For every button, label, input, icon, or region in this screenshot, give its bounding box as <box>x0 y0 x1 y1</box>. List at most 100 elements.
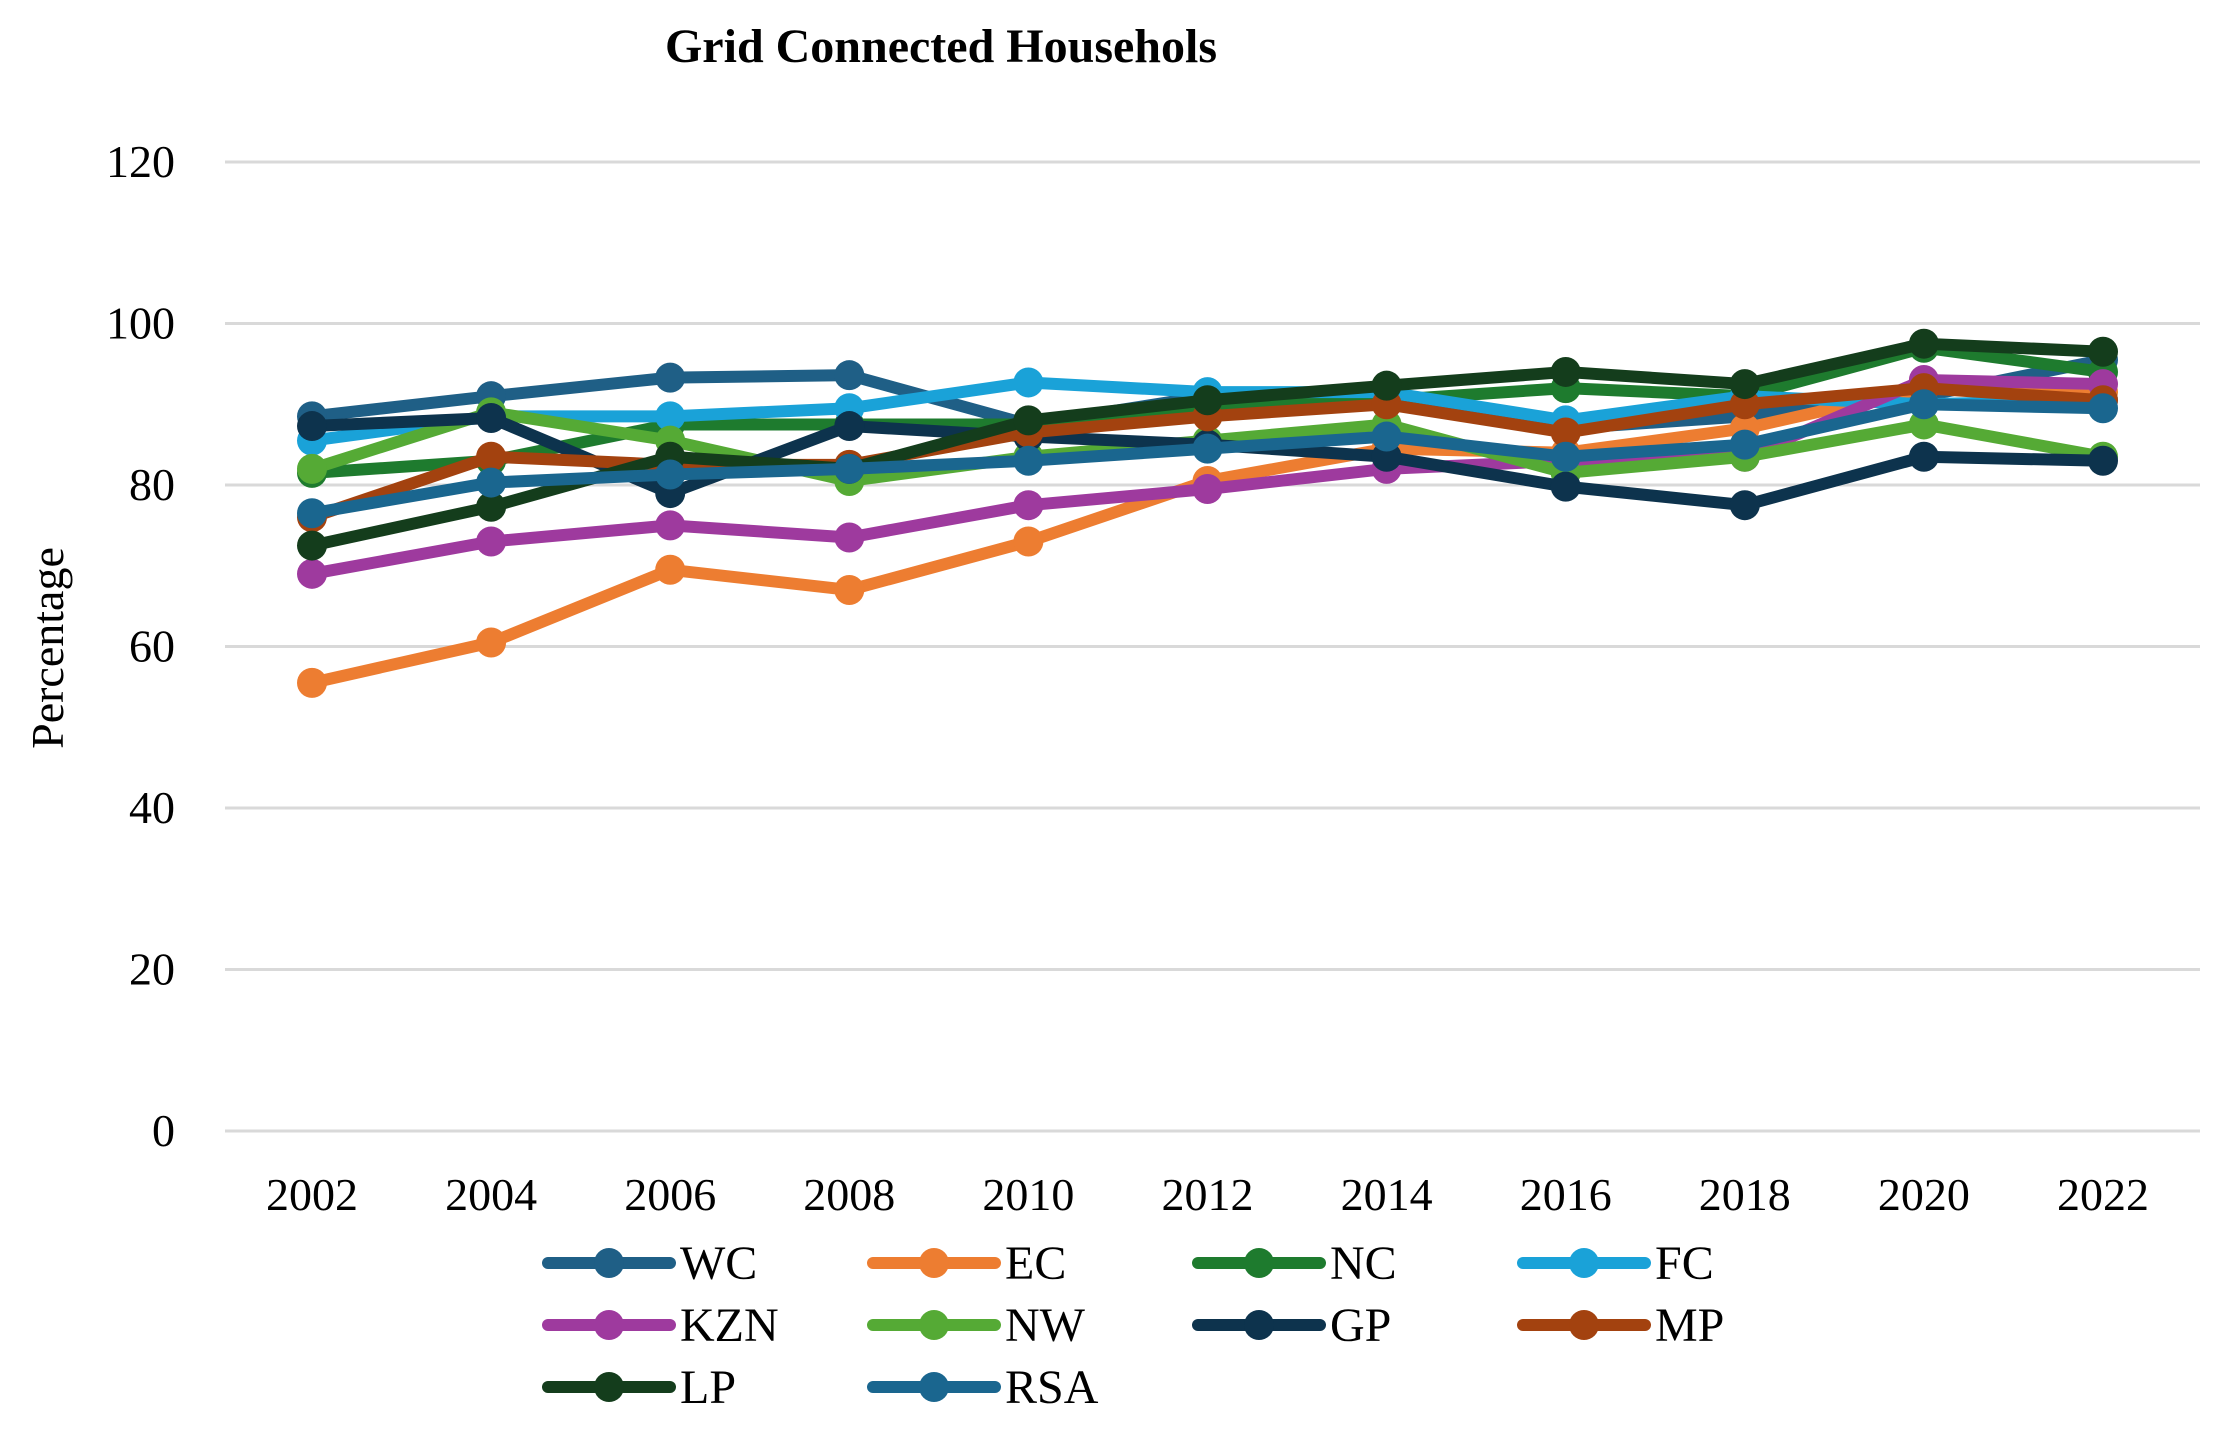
x-tick-label: 2006 <box>624 1169 716 1220</box>
legend-swatch-marker <box>1569 1310 1599 1340</box>
legend-item-nw: NW <box>867 1299 1086 1352</box>
data-point-fc <box>655 401 686 432</box>
legend-label: MP <box>1655 1299 1724 1352</box>
legend-item-wc: WC <box>542 1237 757 1290</box>
data-point-lp <box>1013 405 1044 436</box>
legend-label: FC <box>1655 1237 1714 1290</box>
legend-swatch-marker <box>1244 1248 1274 1278</box>
gridlines <box>225 160 2200 1133</box>
x-tick-label: 2022 <box>2057 1169 2149 1220</box>
data-point-lp <box>1908 328 1939 359</box>
legend-item-kzn: KZN <box>542 1299 779 1352</box>
legend: WC EC NC FC KZN NW GP MP LP RSA <box>542 1237 1724 1414</box>
legend-label: WC <box>680 1237 757 1290</box>
x-tick-label: 2008 <box>803 1169 895 1220</box>
data-point-gp <box>834 411 865 442</box>
legend-label: GP <box>1330 1299 1391 1352</box>
legend-swatch-marker <box>594 1372 624 1402</box>
legend-swatch-marker <box>919 1248 949 1278</box>
y-tick-label: 60 <box>129 621 175 672</box>
data-point-gp <box>297 411 327 442</box>
y-tick-label: 40 <box>129 782 175 833</box>
data-point-ec <box>476 627 507 658</box>
data-point-rsa <box>1729 429 1760 460</box>
data-point-ec <box>834 574 865 605</box>
y-axis-label: Percentage <box>22 547 73 749</box>
y-tick-label: 120 <box>106 136 175 187</box>
x-tick-label: 2016 <box>1520 1169 1612 1220</box>
data-point-kzn <box>297 558 327 589</box>
data-point-fc <box>1013 367 1044 398</box>
y-axis-ticks: 0 20 40 60 80 100 120 <box>106 136 175 1156</box>
data-point-ec <box>1013 526 1044 557</box>
data-point-lp <box>297 530 327 561</box>
data-point-rsa <box>834 453 865 484</box>
legend-item-lp: LP <box>542 1361 736 1414</box>
x-tick-label: 2012 <box>1162 1169 1254 1220</box>
x-tick-label: 2004 <box>445 1169 537 1220</box>
data-point-rsa <box>476 467 507 498</box>
x-tick-label: 2014 <box>1341 1169 1433 1220</box>
y-tick-label: 0 <box>152 1105 175 1156</box>
data-point-gp <box>1550 471 1581 502</box>
data-point-rsa <box>1371 421 1402 452</box>
data-point-lp <box>476 491 507 522</box>
data-point-wc <box>655 362 686 393</box>
data-point-nw <box>297 453 327 484</box>
y-tick-label: 100 <box>106 298 175 349</box>
data-point-mp <box>1550 417 1581 448</box>
x-tick-label: 2002 <box>266 1169 358 1220</box>
x-tick-label: 2020 <box>1878 1169 1970 1220</box>
data-point-kzn <box>1192 474 1223 505</box>
series-lines <box>297 328 2118 698</box>
legend-label: RSA <box>1005 1361 1099 1414</box>
data-point-gp <box>2088 445 2118 476</box>
y-tick-label: 20 <box>129 944 175 995</box>
data-point-kzn <box>834 522 865 553</box>
data-point-kzn <box>476 526 507 557</box>
data-point-lp <box>2088 336 2118 367</box>
data-point-wc <box>834 360 865 391</box>
chart-title: Grid Connected Househols <box>665 20 1217 73</box>
legend-label: KZN <box>680 1299 779 1352</box>
data-point-kzn <box>1013 490 1044 521</box>
data-point-gp <box>476 402 507 433</box>
data-point-rsa <box>1192 433 1223 464</box>
legend-swatch-marker <box>594 1310 624 1340</box>
data-point-rsa <box>1550 441 1581 472</box>
legend-swatch-marker <box>919 1372 949 1402</box>
data-point-ec <box>655 554 686 585</box>
data-point-gp <box>1729 490 1760 521</box>
data-point-rsa <box>2088 393 2118 424</box>
data-point-lp <box>1371 370 1402 401</box>
legend-item-gp: GP <box>1192 1299 1391 1352</box>
data-point-rsa <box>655 459 686 490</box>
legend-item-fc: FC <box>1517 1237 1714 1290</box>
data-point-gp <box>1908 441 1939 472</box>
data-point-kzn <box>655 510 686 541</box>
legend-label: NW <box>1005 1299 1086 1352</box>
data-point-lp <box>1192 385 1223 416</box>
legend-label: NC <box>1330 1237 1397 1290</box>
legend-swatch-marker <box>1244 1310 1274 1340</box>
data-point-rsa <box>297 498 327 529</box>
x-tick-label: 2018 <box>1699 1169 1791 1220</box>
legend-swatch-marker <box>594 1248 624 1278</box>
legend-item-ec: EC <box>867 1237 1066 1290</box>
legend-swatch-marker <box>1569 1248 1599 1278</box>
legend-label: EC <box>1005 1237 1066 1290</box>
legend-label: LP <box>680 1361 736 1414</box>
series-rsa <box>297 389 2118 529</box>
data-point-rsa <box>1013 445 1044 476</box>
data-point-mp <box>476 441 507 472</box>
legend-item-mp: MP <box>1517 1299 1724 1352</box>
data-point-lp <box>1729 369 1760 400</box>
data-point-rsa <box>1908 389 1939 420</box>
legend-swatch-marker <box>919 1310 949 1340</box>
legend-item-rsa: RSA <box>867 1361 1099 1414</box>
x-axis-ticks: 2002 2004 2006 2008 2010 2012 2014 2016 2018 2020… <box>266 1169 2149 1220</box>
data-point-lp <box>1550 356 1581 387</box>
legend-item-nc: NC <box>1192 1237 1397 1290</box>
